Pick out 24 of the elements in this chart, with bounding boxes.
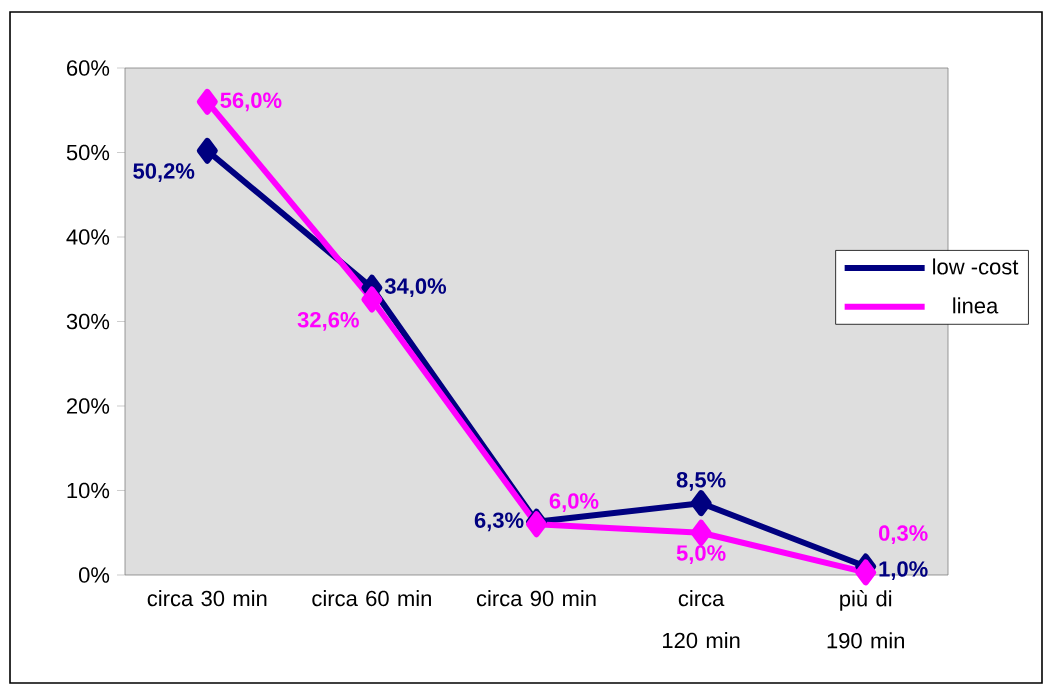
x-tick-label: circa 120 min bbox=[663, 590, 740, 649]
legend-label: linea bbox=[953, 297, 999, 314]
data-label: 50,2% bbox=[133, 163, 195, 182]
y-tick-label: 50% bbox=[66, 144, 110, 161]
legend-label: low -cost bbox=[933, 258, 1019, 275]
y-tick-label: 60% bbox=[67, 60, 110, 76]
data-label: 6,0% bbox=[549, 493, 599, 512]
data-label: 56,0% bbox=[220, 92, 282, 112]
data-label: 32,6% bbox=[297, 311, 359, 331]
y-tick-label: 30% bbox=[66, 313, 110, 330]
data-label: 6,3% bbox=[474, 512, 524, 532]
y-tick-label: 0% bbox=[78, 567, 110, 583]
data-label: 34,0% bbox=[384, 278, 447, 298]
data-label: 1,0% bbox=[879, 561, 928, 580]
data-label: 5,0% bbox=[676, 545, 726, 564]
y-tick-label: 20% bbox=[67, 398, 110, 414]
x-tick-label: circa 30 min bbox=[147, 590, 267, 607]
data-label: 0,3% bbox=[878, 525, 928, 545]
x-tick-label: circa 90 min bbox=[476, 590, 596, 607]
x-tick-label: circa 60 min bbox=[312, 590, 431, 607]
x-tick-label: più di 190 min bbox=[827, 590, 904, 649]
data-label: 8,5% bbox=[676, 472, 726, 491]
y-tick-label: 10% bbox=[67, 482, 110, 499]
y-tick-label: 40% bbox=[66, 229, 110, 245]
